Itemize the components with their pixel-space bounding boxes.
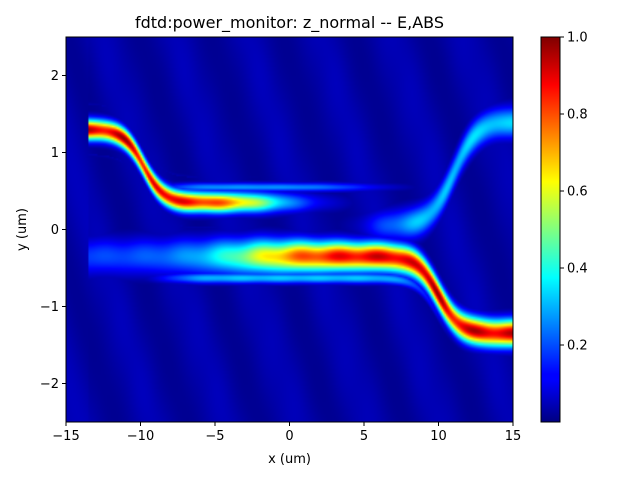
colorbar: 0.2 0.4 0.6 0.8 1.0 bbox=[540, 31, 588, 423]
colorbar-tick-label: 0.4 bbox=[567, 262, 588, 277]
chart-title: fdtd:power_monitor: z_normal -- E,ABS bbox=[135, 13, 444, 33]
x-tick-label: 5 bbox=[360, 429, 368, 444]
x-tick-label: 15 bbox=[505, 429, 522, 444]
field-intensity-image bbox=[66, 37, 513, 422]
x-tick-label: −15 bbox=[52, 429, 79, 444]
y-tick-label: 0 bbox=[51, 223, 59, 238]
y-axis-label: y (um) bbox=[15, 208, 30, 251]
x-tick-label: −5 bbox=[205, 429, 224, 444]
colorbar-gradient bbox=[541, 37, 560, 422]
colorbar-tick-label: 0.8 bbox=[567, 108, 588, 123]
x-axis-label: x (um) bbox=[268, 452, 311, 467]
x-axis: −15 −10 −5 0 5 10 15 bbox=[52, 422, 521, 444]
y-tick-label: 1 bbox=[51, 146, 59, 161]
colorbar-ticks: 0.2 0.4 0.6 0.8 1.0 bbox=[560, 31, 588, 354]
y-tick-label: −2 bbox=[40, 377, 59, 392]
x-tick-label: 10 bbox=[430, 429, 447, 444]
colorbar-tick-label: 0.2 bbox=[567, 339, 588, 354]
colorbar-tick-label: 1.0 bbox=[567, 31, 588, 46]
colorbar-frame bbox=[540, 36, 561, 423]
y-axis: 2 1 0 −1 −2 bbox=[40, 69, 66, 392]
x-tick-label: −10 bbox=[127, 429, 154, 444]
plot-area bbox=[65, 36, 514, 423]
colorbar-tick-label: 0.6 bbox=[567, 185, 588, 200]
x-tick-label: 0 bbox=[285, 429, 293, 444]
y-tick-label: −1 bbox=[40, 300, 59, 315]
y-tick-label: 2 bbox=[51, 69, 59, 84]
